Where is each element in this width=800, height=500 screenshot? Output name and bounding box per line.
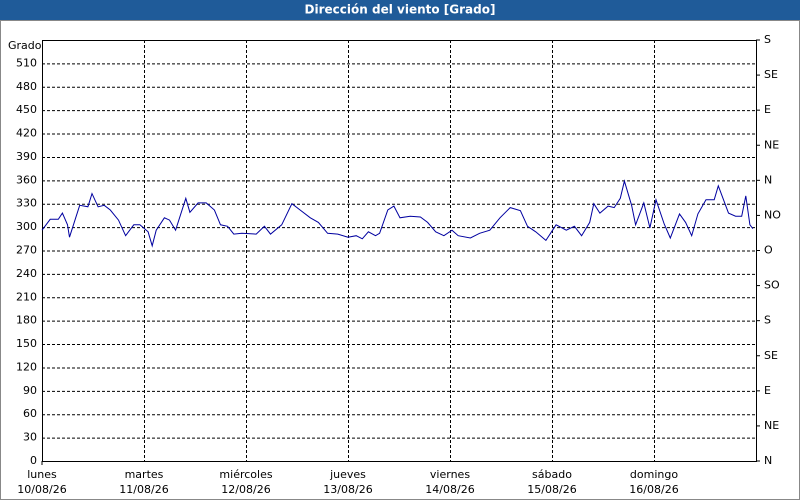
y2-tick-label: N [764,454,772,467]
y2-tick-label: SE [764,68,778,81]
y-tick-label: 240 [16,267,37,280]
x-tick-weekday: sábado [532,468,572,481]
y2-tick-label: NE [764,419,779,432]
x-tick-label: 13/08/26 [323,483,372,496]
x-tick-label: 16/08/26 [629,483,678,496]
y-tick-label: 360 [16,173,37,186]
y2-tick-label: S [764,33,771,46]
y-tick-label: 60 [23,407,37,420]
y2-tick-label: O [764,244,773,257]
x-tick-label: 10/08/26 [17,483,66,496]
x-tick-weekday: lunes [27,468,57,481]
x-tick-label: 15/08/26 [527,483,576,496]
y-tick-label: 480 [16,80,37,93]
y2-tick-label: NO [764,208,781,221]
y2-tick-label: E [764,103,771,116]
x-tick-label: 12/08/26 [221,483,270,496]
title-bar [0,0,800,20]
y-tick-label: 300 [16,220,37,233]
y-tick-label: 30 [23,431,37,444]
x-tick-weekday: domingo [630,468,678,481]
data-line [41,179,754,248]
y-tick-label: 90 [23,384,37,397]
y2-tick-label: N [764,173,772,186]
y2-tick-label: E [764,384,771,397]
y-tick-label: 330 [16,197,37,210]
y2-tick-label: NE [764,138,779,151]
y-axis-label: Grado [8,39,42,52]
chart-title: Dirección del viento [Grado] [305,3,496,17]
x-tick-label: 11/08/26 [119,483,168,496]
y-tick-label: 270 [16,244,37,257]
y-tick-label: 390 [16,150,37,163]
x-tick-weekday: jueves [329,468,366,481]
y2-tick-label: SO [764,279,780,292]
x-tick-label: 14/08/26 [425,483,474,496]
plot-border [42,40,757,462]
y-tick-label: 150 [16,337,37,350]
y2-tick-label: S [764,314,771,327]
y-tick-label: 510 [16,56,37,69]
x-tick-weekday: martes [125,468,164,481]
y-tick-label: 420 [16,127,37,140]
y-tick-label: 0 [30,454,37,467]
y-tick-label: 120 [16,360,37,373]
y-tick-label: 180 [16,314,37,327]
y-tick-label: 210 [16,290,37,303]
y-tick-label: 450 [16,103,37,116]
x-tick-weekday: miércoles [219,468,272,481]
y2-tick-label: SE [764,349,778,362]
x-tick-weekday: viernes [430,468,470,481]
